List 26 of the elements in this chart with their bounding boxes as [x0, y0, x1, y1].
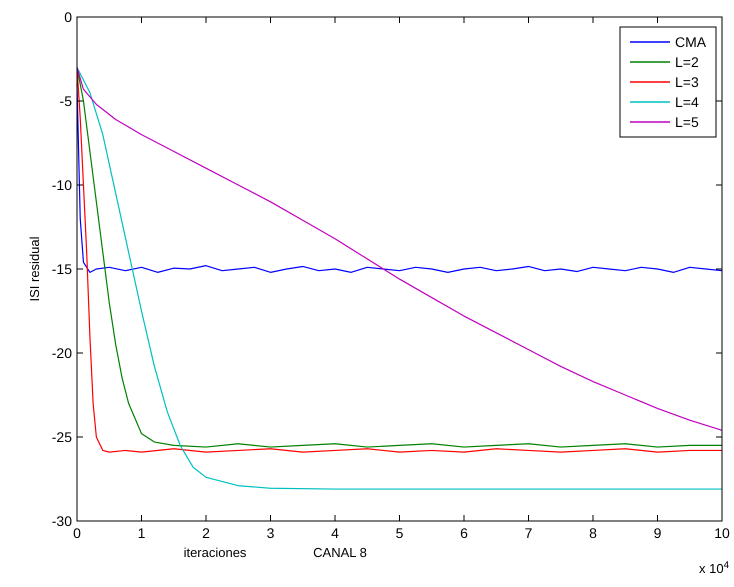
legend-label: L=3: [675, 74, 699, 90]
y-tick-label: -15: [52, 261, 72, 277]
y-tick-label: -20: [52, 345, 72, 361]
x-tick-label: 4: [331, 525, 340, 541]
x-tick-label: 10: [714, 525, 730, 541]
y-tick-label: -5: [60, 93, 72, 109]
legend-label: L=5: [675, 114, 699, 130]
legend-label: L=2: [675, 54, 699, 70]
y-tick-label: -10: [52, 177, 72, 193]
text: CANAL 8: [313, 545, 367, 560]
legend-label: CMA: [675, 34, 707, 50]
x-tick-label: 1: [138, 525, 146, 541]
x-tick-label: 3: [266, 525, 275, 541]
x-tick-label: 8: [589, 525, 598, 541]
x-tick-label: 5: [396, 525, 404, 541]
y-tick-label: -30: [52, 513, 72, 529]
x-tick-label: 7: [524, 525, 533, 541]
y-axis-title: ISI residual: [27, 236, 42, 302]
text: x 10$^{4}$: [698, 560, 730, 576]
x-tick-label: 2: [202, 525, 210, 541]
y-tick-label: 0: [64, 9, 72, 25]
x-tick-label: 6: [460, 525, 468, 541]
legend-label: L=4: [675, 94, 699, 110]
x-tick-label: 9: [654, 525, 662, 541]
y-tick-label: -25: [52, 429, 72, 445]
x-axis-title: iteraciones: [184, 545, 247, 560]
